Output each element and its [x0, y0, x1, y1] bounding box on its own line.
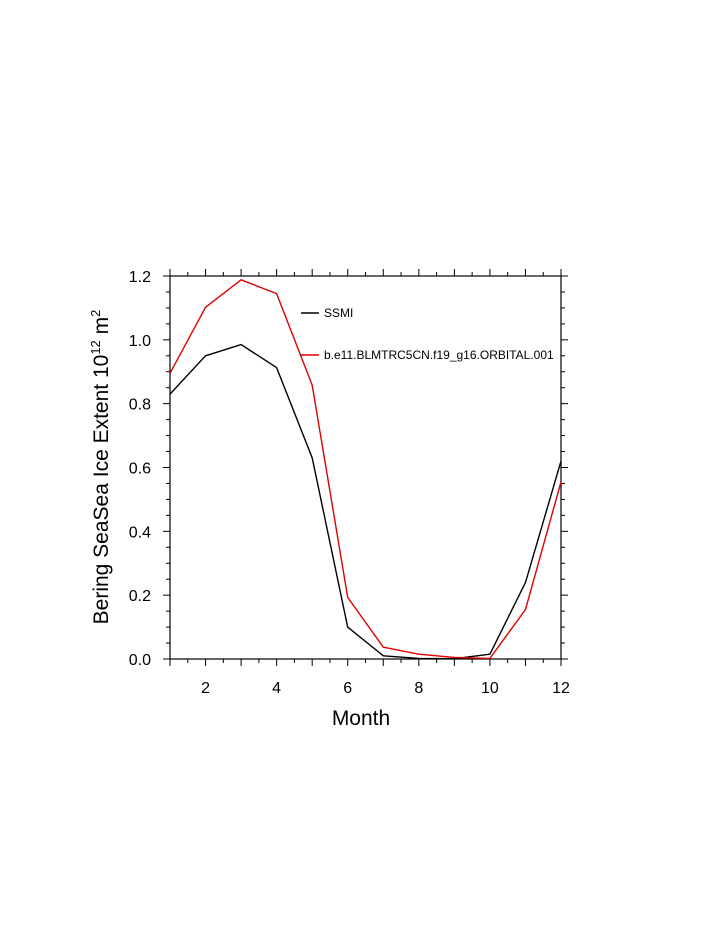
y-axis-label-exponent: 12 — [88, 340, 103, 354]
x-tick-label: 8 — [414, 680, 423, 697]
series-line-1 — [169, 343, 562, 660]
x-tick-label: 6 — [343, 680, 352, 697]
x-axis-label: Month — [332, 707, 390, 730]
series-line-2 — [169, 279, 562, 660]
y-tick-label: 0.8 — [129, 397, 151, 414]
y-axis-label-unit: m — [90, 317, 113, 340]
x-tick-label: 2 — [201, 680, 210, 697]
legend-label-1: SSMI — [324, 306, 353, 320]
y-tick-label: 1.2 — [129, 269, 151, 286]
ticks — [163, 269, 568, 666]
y-tick-label: 1.0 — [129, 333, 151, 350]
x-tick-label: 10 — [481, 680, 499, 697]
plot-frame — [169, 275, 562, 660]
y-axis-label: Bering SeaSea Ice Extent 1012 m2 — [88, 310, 113, 625]
y-tick-label: 0.2 — [129, 588, 151, 605]
tick-labels: 2 4 6 8 10 12 0.0 0.2 0.4 0.6 0.8 1.0 1.2 — [129, 269, 570, 697]
x-tick-label: 4 — [272, 680, 281, 697]
y-tick-label: 0.4 — [129, 524, 151, 541]
y-tick-label: 0.0 — [129, 652, 151, 669]
y-axis-label-unit-exponent: 2 — [88, 310, 103, 317]
x-tick-label: 12 — [552, 680, 570, 697]
y-axis-label-main: Bering SeaSea Ice Extent 10 — [90, 355, 113, 625]
legend: SSMI b.e11.BLMTRC5CN.f19_g16.ORBITAL.001 — [301, 306, 554, 362]
series-lines — [169, 279, 562, 660]
y-tick-label: 0.6 — [129, 461, 151, 478]
legend-label-2: b.e11.BLMTRC5CN.f19_g16.ORBITAL.001 — [324, 348, 554, 362]
